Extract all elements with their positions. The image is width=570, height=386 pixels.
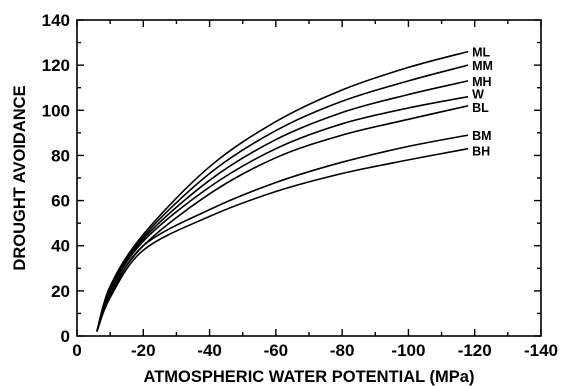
x-tick-label: -60 — [264, 341, 289, 360]
series-label-mm: MM — [472, 59, 493, 73]
series-line-bm — [96, 134, 469, 332]
series-line-ml — [96, 50, 469, 332]
y-tick-label: 60 — [51, 192, 70, 211]
series-line-bl — [96, 105, 469, 332]
x-tick-label: -20 — [131, 341, 156, 360]
series-line-mm — [96, 64, 469, 332]
x-tick-label: -140 — [524, 341, 558, 360]
x-tick-label: -40 — [197, 341, 222, 360]
y-tick-label: 80 — [51, 146, 70, 165]
y-tick-label: 0 — [61, 327, 70, 346]
axes: 0 -20 -40 -60 -80 -100 -120 -140 0 20 40 60 80 100 120… — [42, 11, 558, 360]
series-line-mh — [96, 80, 469, 332]
y-tick-label: 100 — [42, 101, 70, 120]
y-tick-label: 20 — [51, 282, 70, 301]
series-label-bh: BH — [472, 145, 490, 159]
y-axis-title: DROUGHT AVOIDANCE — [11, 85, 29, 270]
x-tick-label: -100 — [391, 341, 425, 360]
x-tick-label: -120 — [458, 341, 492, 360]
x-axis-title: ATMOSPHERIC WATER POTENTIAL (MPa) — [144, 368, 475, 386]
y-tick-label: 120 — [42, 56, 70, 75]
series-line-w — [96, 95, 469, 332]
series-label-w: W — [472, 88, 484, 102]
series-line-bh — [96, 147, 469, 332]
y-tick-label: 140 — [42, 11, 70, 30]
series-label-mh: MH — [472, 75, 491, 89]
y-tick-label: 40 — [51, 237, 70, 256]
series-label-ml: ML — [472, 46, 490, 60]
x-tick-label: -80 — [330, 341, 355, 360]
series-curves — [96, 50, 469, 332]
series-label-bm: BM — [472, 129, 491, 143]
series-label-bl: BL — [472, 101, 489, 115]
x-tick-label: 0 — [72, 341, 81, 360]
